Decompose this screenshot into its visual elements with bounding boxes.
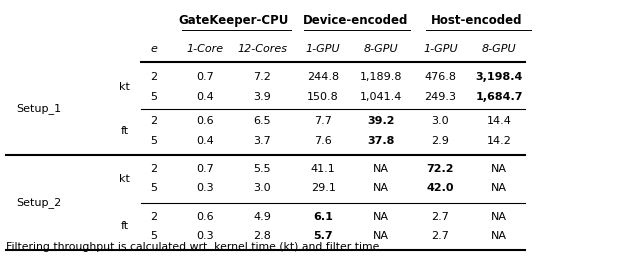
- Text: 6.1: 6.1: [313, 212, 333, 222]
- Text: 244.8: 244.8: [307, 72, 339, 82]
- Text: 0.6: 0.6: [196, 212, 214, 222]
- Text: 1-GPU: 1-GPU: [423, 44, 458, 54]
- Text: 2: 2: [150, 164, 157, 174]
- Text: 0.6: 0.6: [196, 116, 214, 126]
- Text: 72.2: 72.2: [427, 164, 454, 174]
- Text: 2: 2: [150, 72, 157, 82]
- Text: 5: 5: [150, 92, 157, 102]
- Text: 3,198.4: 3,198.4: [476, 72, 523, 82]
- Text: NA: NA: [372, 183, 388, 193]
- Text: 1,041.4: 1,041.4: [360, 92, 402, 102]
- Text: Setup_1: Setup_1: [16, 103, 61, 115]
- Text: 2.8: 2.8: [253, 231, 271, 241]
- Text: ft: ft: [121, 126, 129, 136]
- Text: NA: NA: [372, 164, 388, 174]
- Text: kt: kt: [120, 82, 130, 92]
- Text: 1-GPU: 1-GPU: [306, 44, 340, 54]
- Text: 5: 5: [150, 231, 157, 241]
- Text: 5: 5: [150, 136, 157, 146]
- Text: 3.0: 3.0: [431, 116, 449, 126]
- Text: 2.7: 2.7: [431, 212, 449, 222]
- Text: 42.0: 42.0: [427, 183, 454, 193]
- Text: 2.9: 2.9: [431, 136, 449, 146]
- Text: 0.4: 0.4: [196, 136, 214, 146]
- Text: 41.1: 41.1: [311, 164, 335, 174]
- Text: 29.1: 29.1: [311, 183, 335, 193]
- Text: 0.4: 0.4: [196, 92, 214, 102]
- Text: 2: 2: [150, 212, 157, 222]
- Text: 6.5: 6.5: [253, 116, 271, 126]
- Text: 14.2: 14.2: [487, 136, 511, 146]
- Text: 3.7: 3.7: [253, 136, 271, 146]
- Text: NA: NA: [372, 212, 388, 222]
- Text: NA: NA: [492, 183, 508, 193]
- Text: ft: ft: [121, 221, 129, 231]
- Text: 2: 2: [150, 116, 157, 126]
- Text: 1-Core: 1-Core: [186, 44, 223, 54]
- Text: e: e: [150, 44, 157, 54]
- Text: NA: NA: [492, 231, 508, 241]
- Text: 8-GPU: 8-GPU: [482, 44, 516, 54]
- Text: 249.3: 249.3: [424, 92, 456, 102]
- Text: 7.7: 7.7: [314, 116, 332, 126]
- Text: 3.0: 3.0: [253, 183, 271, 193]
- Text: Device-encoded: Device-encoded: [303, 14, 408, 27]
- Text: 476.8: 476.8: [424, 72, 456, 82]
- Text: 0.7: 0.7: [196, 72, 214, 82]
- Text: 2.7: 2.7: [431, 231, 449, 241]
- Text: 5.7: 5.7: [314, 231, 333, 241]
- Text: NA: NA: [492, 164, 508, 174]
- Text: NA: NA: [372, 231, 388, 241]
- Text: 0.3: 0.3: [196, 231, 214, 241]
- Text: 4.9: 4.9: [253, 212, 271, 222]
- Text: GateKeeper-CPU: GateKeeper-CPU: [179, 14, 289, 27]
- Text: Filtering throughput is calculated wrt. kernel time (kt) and filter time: Filtering throughput is calculated wrt. …: [6, 241, 380, 252]
- Text: 7.6: 7.6: [314, 136, 332, 146]
- Text: 12-Cores: 12-Cores: [237, 44, 287, 54]
- Text: 37.8: 37.8: [367, 136, 394, 146]
- Text: 7.2: 7.2: [253, 72, 271, 82]
- Text: kt: kt: [120, 174, 130, 184]
- Text: NA: NA: [492, 212, 508, 222]
- Text: 39.2: 39.2: [367, 116, 394, 126]
- Text: 1,684.7: 1,684.7: [476, 92, 523, 102]
- Text: 5.5: 5.5: [253, 164, 271, 174]
- Text: 150.8: 150.8: [307, 92, 339, 102]
- Text: 14.4: 14.4: [487, 116, 511, 126]
- Text: Host-encoded: Host-encoded: [431, 14, 522, 27]
- Text: 0.3: 0.3: [196, 183, 214, 193]
- Text: 0.7: 0.7: [196, 164, 214, 174]
- Text: 5: 5: [150, 183, 157, 193]
- Text: Setup_2: Setup_2: [16, 197, 61, 208]
- Text: 1,189.8: 1,189.8: [360, 72, 402, 82]
- Text: 8-GPU: 8-GPU: [364, 44, 398, 54]
- Text: 3.9: 3.9: [253, 92, 271, 102]
